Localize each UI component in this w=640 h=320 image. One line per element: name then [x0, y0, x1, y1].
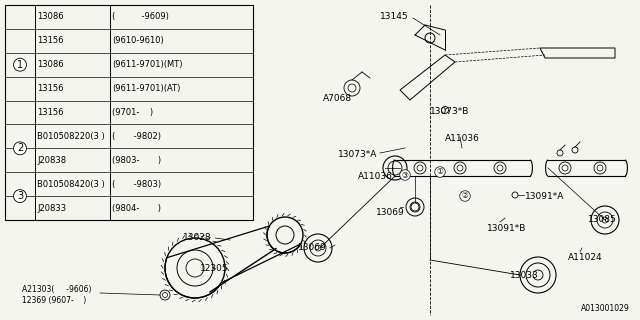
Text: A11024: A11024 [568, 253, 603, 262]
Text: 3: 3 [17, 191, 23, 201]
Text: 13156: 13156 [37, 36, 63, 45]
Text: A21303(     -9606): A21303( -9606) [22, 285, 92, 294]
Text: 13091*B: 13091*B [487, 224, 526, 233]
Text: 12369 (9607-    ): 12369 (9607- ) [22, 296, 86, 305]
Text: 13028: 13028 [183, 233, 212, 242]
Text: 13145: 13145 [380, 12, 408, 21]
Text: (9803-       ): (9803- ) [112, 156, 161, 165]
Text: (9610-9610): (9610-9610) [112, 36, 164, 45]
Bar [5, 5, 253, 220]
Text: 13033: 13033 [510, 271, 539, 280]
Text: 2: 2 [17, 143, 23, 153]
Text: 13156: 13156 [37, 84, 63, 93]
Text: 13069: 13069 [376, 208, 404, 217]
Text: 13073*A: 13073*A [338, 150, 378, 159]
Text: 12305: 12305 [200, 264, 228, 273]
Text: B010508420(3 ): B010508420(3 ) [37, 180, 105, 189]
Text: (          -9609): ( -9609) [112, 12, 169, 21]
Text: A7068: A7068 [323, 94, 352, 103]
Text: 13156: 13156 [37, 108, 63, 117]
Text: 13086: 13086 [37, 60, 63, 69]
Text: J20833: J20833 [37, 204, 66, 212]
Text: ②: ② [461, 191, 468, 201]
Text: A11036: A11036 [358, 172, 393, 181]
Text: (       -9802): ( -9802) [112, 132, 161, 141]
Text: 13086: 13086 [37, 12, 63, 21]
Text: (9701-    ): (9701- ) [112, 108, 153, 117]
Text: 13069: 13069 [298, 243, 327, 252]
Text: ③: ③ [401, 171, 408, 180]
Text: J20838: J20838 [37, 156, 66, 165]
Text: A013001029: A013001029 [581, 304, 630, 313]
Text: (9804-       ): (9804- ) [112, 204, 161, 212]
Text: ①: ① [436, 167, 444, 177]
Circle shape [411, 203, 419, 211]
Text: (9611-9701)(AT): (9611-9701)(AT) [112, 84, 180, 93]
Text: 1: 1 [17, 60, 23, 70]
Text: 13085: 13085 [588, 215, 617, 224]
Text: 13091*A: 13091*A [525, 192, 564, 201]
Text: A11036: A11036 [445, 134, 480, 143]
Text: 13073*B: 13073*B [430, 107, 469, 116]
Circle shape [413, 205, 417, 209]
Text: (9611-9701)(MT): (9611-9701)(MT) [112, 60, 182, 69]
Text: (       -9803): ( -9803) [112, 180, 161, 189]
Text: B010508220(3 ): B010508220(3 ) [37, 132, 105, 141]
